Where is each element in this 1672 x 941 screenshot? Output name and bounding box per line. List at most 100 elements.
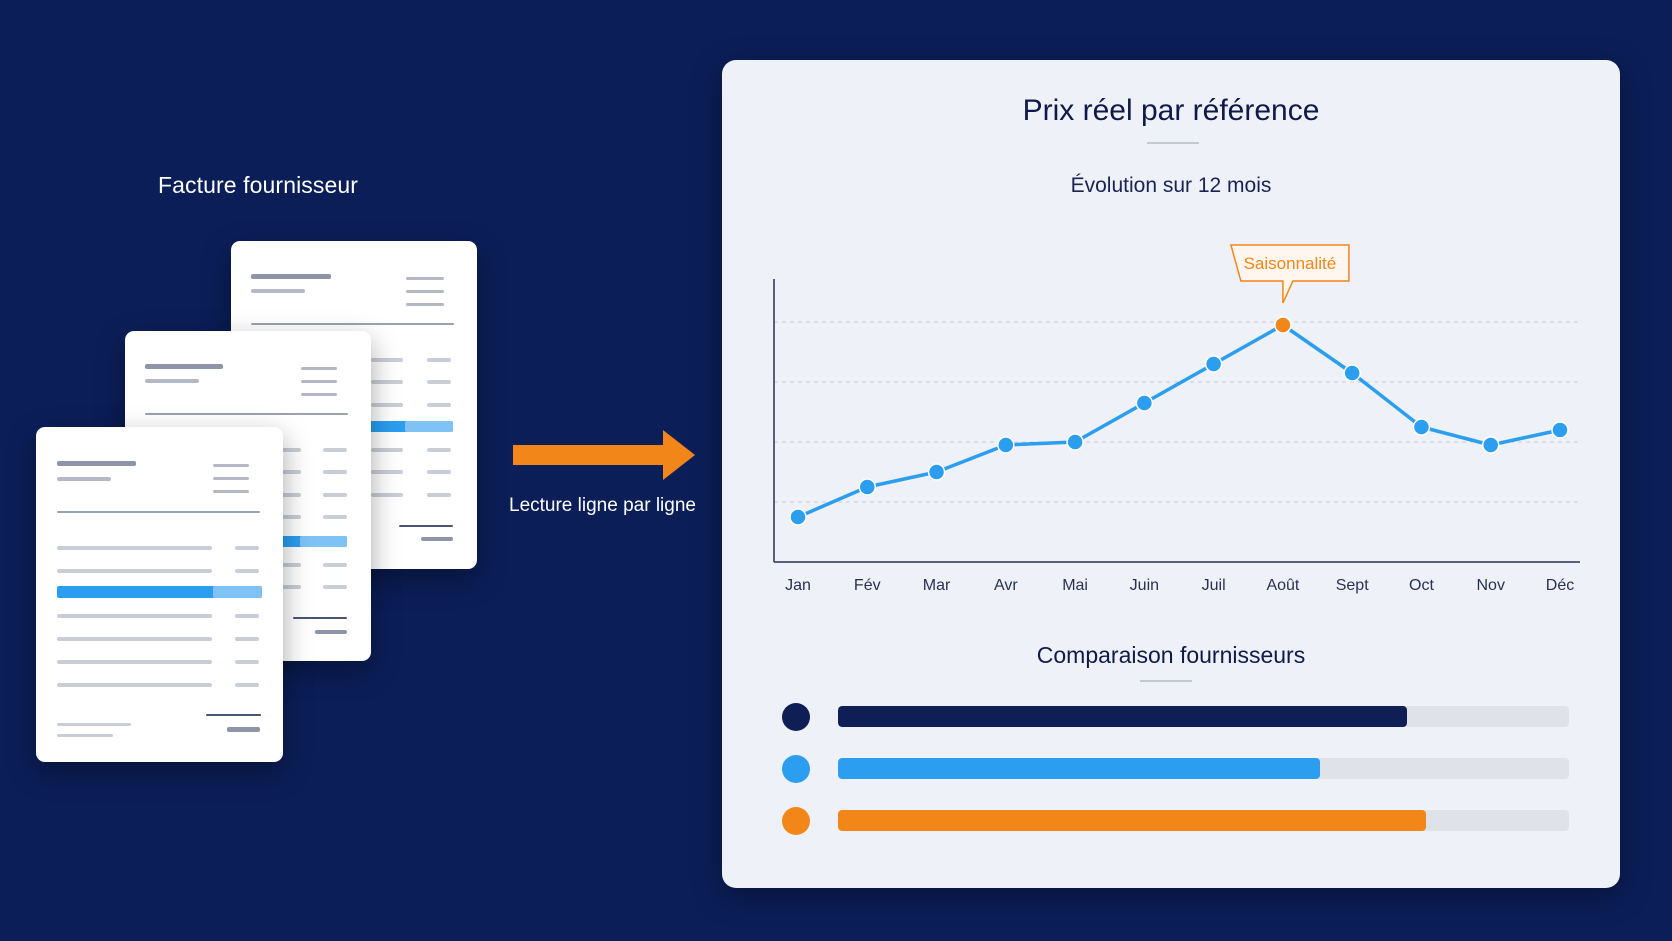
doc-header-line [251,289,305,293]
chart-point [1481,436,1500,454]
doc-divider [145,413,348,415]
doc-line [371,448,403,452]
doc-line [427,470,451,474]
doc-header-line [251,274,331,279]
price-card: Prix réel par référence Évolution sur 12… [722,60,1620,888]
doc-line [323,515,347,519]
chart-x-tick-label: Mar [923,577,951,594]
chart-x-tick-label: Avr [994,577,1018,594]
doc-line [427,448,451,452]
doc-header-line [145,364,223,369]
right-arrow-icon [513,430,695,480]
doc-line [277,563,301,567]
invoice-document-front [36,427,283,762]
chart-point [927,463,946,481]
supplier-row [782,703,1570,731]
supplier-bar-track [838,758,1569,779]
chart-point [1343,364,1361,382]
supplier-row [782,755,1570,783]
doc-line [235,637,259,641]
doc-header-line [406,277,444,280]
chart-point [789,508,807,526]
doc-line [427,403,451,407]
title-divider [1147,142,1199,144]
doc-divider [251,323,454,325]
doc-divider [57,511,260,513]
compare-divider [1140,680,1192,682]
chart-x-tick-label: Août [1266,577,1299,594]
doc-line [323,470,347,474]
chart-subtitle: Évolution sur 12 mois [1070,174,1272,197]
doc-total-rule [293,617,347,619]
doc-header-line [213,464,249,467]
compare-title: Comparaison fournisseurs [1036,642,1306,668]
supplier-bar-fill [838,758,1321,779]
supplier-color-dot [782,755,810,783]
doc-line [371,493,403,497]
annotation-label: Saisonnalité [1244,254,1337,273]
doc-header-line [406,303,444,306]
doc-header-line [57,461,136,466]
doc-highlight-line [57,586,262,598]
invoice-title: Facture fournisseur [158,172,359,198]
doc-total-value [315,630,347,634]
chart-point [1135,394,1154,412]
chart-point [997,436,1015,454]
doc-line [57,723,131,726]
chart-point [1204,355,1223,373]
chart-x-tick-label: Jan [785,577,811,594]
doc-line [371,380,403,384]
doc-header-line [301,393,337,396]
chart-point [1066,433,1084,451]
chart-x-tick-label: Juil [1202,577,1226,594]
doc-highlight-line [300,536,347,547]
doc-line [277,448,301,452]
doc-line [235,614,259,618]
chart-x-tick-label: Déc [1546,577,1574,594]
doc-total-value [227,727,260,732]
chart-point [858,478,877,496]
chart-x-tick-label: Fév [854,577,881,594]
doc-line [57,569,212,573]
doc-highlight-line [213,586,262,598]
chart-point [1551,421,1569,439]
doc-line [277,585,301,589]
chart-series-line [797,323,1561,519]
doc-line [427,493,451,497]
doc-highlight-line [405,421,453,432]
chart-x-tick-label: Oct [1409,577,1434,594]
doc-header-line [145,379,199,383]
doc-header-line [213,477,249,480]
doc-line [235,683,259,687]
price-evolution-chart: Jan Fév Mar Avr Mai Juin Juil Août Sept Oct Nov Déc… [773,244,1580,594]
doc-line [57,637,212,641]
supplier-bar-fill [838,706,1407,727]
doc-line [57,734,113,737]
doc-line [235,660,259,664]
doc-total-rule [399,525,453,527]
chart-point [1412,418,1431,436]
doc-line [57,660,212,664]
doc-line [277,493,301,497]
doc-header-line [57,477,111,481]
doc-header-line [406,290,444,293]
doc-line [57,546,212,550]
doc-total-value [421,537,453,541]
doc-header-line [301,380,337,383]
doc-line [57,683,212,687]
doc-line [427,358,451,362]
doc-line [371,358,403,362]
doc-line [323,563,347,567]
doc-line [277,470,301,474]
supplier-bar-fill [838,810,1426,831]
doc-header-line [301,367,337,370]
doc-line [427,380,451,384]
doc-line [323,448,347,452]
supplier-color-dot [782,807,810,835]
chart-x-tick-label: Nov [1477,577,1505,594]
doc-line [277,515,301,519]
doc-line [235,546,259,550]
card-title: Prix réel par référence [1022,94,1320,127]
doc-total-rule [206,714,261,716]
